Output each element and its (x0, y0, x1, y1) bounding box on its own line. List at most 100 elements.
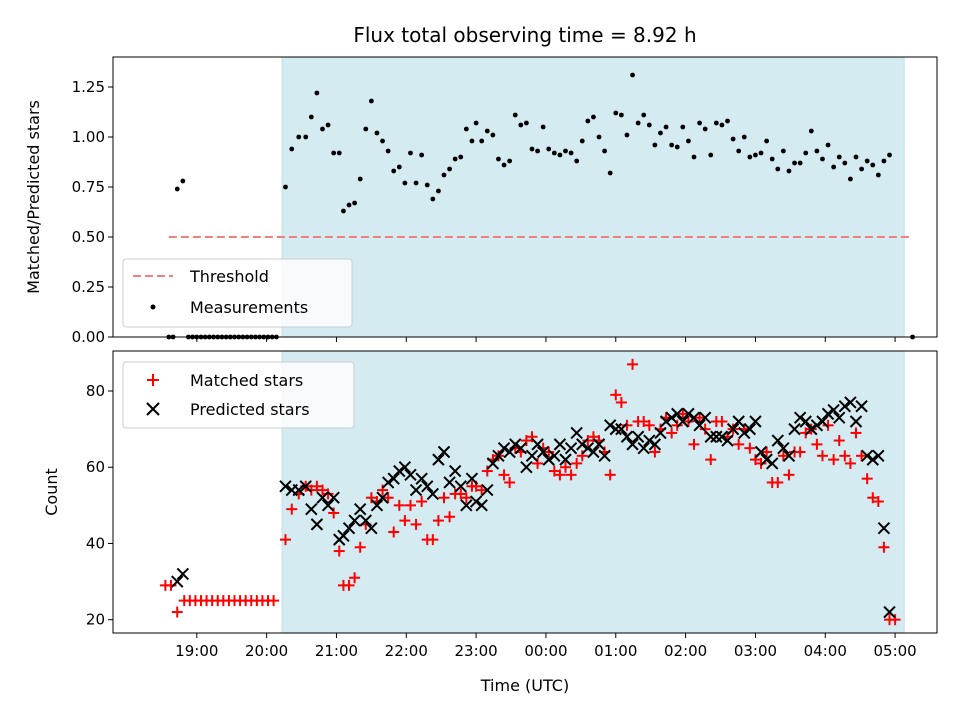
predicted-star-point (437, 445, 451, 459)
legend-matched-swatch (147, 374, 159, 386)
measurement-point (602, 148, 608, 154)
bottom-y-axis-label: Count (42, 468, 61, 516)
measurement-point (469, 138, 475, 144)
predicted-star-point (788, 422, 801, 436)
matched-star-point (677, 408, 689, 420)
matched-star-point (621, 419, 633, 431)
bottom-matched-points (159, 358, 901, 626)
top-title: Flux total observing time = 8.92 h (353, 23, 696, 47)
measurement-point (568, 150, 574, 156)
predicted-star-point (393, 464, 406, 478)
matched-star-point (688, 438, 700, 450)
measurement-point (691, 154, 697, 160)
measurement-point (842, 160, 848, 166)
matched-star-point (716, 416, 728, 427)
predicted-star-point (348, 514, 361, 527)
bottom-y-tick-label: 60 (86, 458, 105, 476)
measurement-point (563, 148, 568, 154)
predicted-star-point (327, 491, 340, 504)
predicted-star-point (782, 449, 796, 463)
predicted-star-point (581, 441, 595, 455)
measurement-point (380, 138, 385, 144)
predicted-star-point (531, 438, 544, 451)
predicted-star-point (370, 499, 384, 512)
measurement-point (535, 148, 540, 154)
matched-star-point (543, 446, 555, 458)
bottom-legend-box (122, 361, 355, 429)
matched-star-point (171, 606, 183, 618)
matched-star-point (666, 427, 678, 439)
matched-star-point (867, 492, 879, 504)
measurement-point (680, 124, 686, 130)
measurement-point (331, 150, 337, 156)
measurement-point (848, 176, 853, 182)
matched-star-point (279, 534, 291, 546)
predicted-star-point (310, 518, 324, 531)
predicted-star-point (721, 434, 734, 447)
measurement-point (518, 122, 524, 128)
matched-star-point (460, 492, 472, 504)
predicted-star-point (671, 407, 684, 421)
matched-star-point (638, 416, 650, 427)
measurement-point (663, 124, 669, 130)
matched-star-point (311, 480, 323, 492)
measurement-point (641, 112, 647, 118)
bottom-x-tick-label: 19:00 (175, 642, 218, 660)
measurement-point (430, 196, 436, 202)
predicted-star-point (503, 445, 516, 459)
measurement-point (551, 150, 557, 156)
matched-star-point (733, 438, 745, 450)
matched-star-point (333, 545, 345, 557)
measurement-point (341, 208, 346, 214)
bottom-x-tick-label: 01:00 (594, 642, 637, 660)
measurement-point (419, 152, 425, 158)
measurement-point (447, 166, 452, 172)
bottom-x-axis-label: Time (UTC) (480, 676, 569, 695)
measurement-point (831, 164, 837, 170)
predicted-star-point (279, 480, 292, 493)
matched-star-point (520, 435, 532, 447)
legend-predicted-swatch (146, 402, 160, 416)
measurement-point (713, 120, 719, 126)
predicted-star-point (337, 529, 350, 543)
measurement-point (289, 146, 295, 152)
measurement-point (870, 162, 876, 168)
predicted-star-point (426, 487, 440, 501)
top-axes-frame (112, 56, 938, 338)
predicted-star-point (816, 415, 829, 428)
measurement-point (408, 150, 413, 156)
predicted-star-point (609, 422, 622, 436)
predicted-star-point (409, 483, 423, 497)
predicted-star-point (855, 400, 868, 413)
predicted-star-point (637, 441, 650, 455)
matched-star-point (349, 572, 361, 584)
legend-measurements-swatch (150, 304, 156, 310)
predicted-star-point (631, 430, 645, 443)
predicted-star-point (398, 461, 412, 474)
measurement-point (719, 122, 725, 128)
predicted-star-point (810, 419, 824, 432)
predicted-star-point (381, 476, 395, 489)
matched-star-point (749, 454, 761, 466)
top-y-tick-label: 1.25 (72, 78, 105, 96)
predicted-star-point (443, 476, 456, 489)
matched-star-point (532, 457, 544, 469)
measurement-point (686, 138, 691, 144)
measurement-point (557, 152, 563, 158)
measurement-point (741, 134, 747, 140)
measurement-point (820, 156, 825, 162)
matched-star-point (365, 492, 377, 504)
measurement-point (325, 122, 331, 128)
measurement-point (540, 124, 546, 130)
predicted-star-point (553, 438, 567, 451)
predicted-star-point (564, 441, 578, 455)
predicted-star-point (305, 502, 318, 516)
predicted-star-point (821, 407, 835, 421)
matched-star-point (643, 419, 655, 431)
predicted-star-point (454, 480, 467, 493)
matched-star-point (604, 469, 616, 481)
predicted-star-point (654, 426, 667, 440)
top-legend: Threshold Measurements (122, 258, 353, 328)
measurement-point (836, 154, 842, 160)
measurement-point (881, 158, 887, 164)
